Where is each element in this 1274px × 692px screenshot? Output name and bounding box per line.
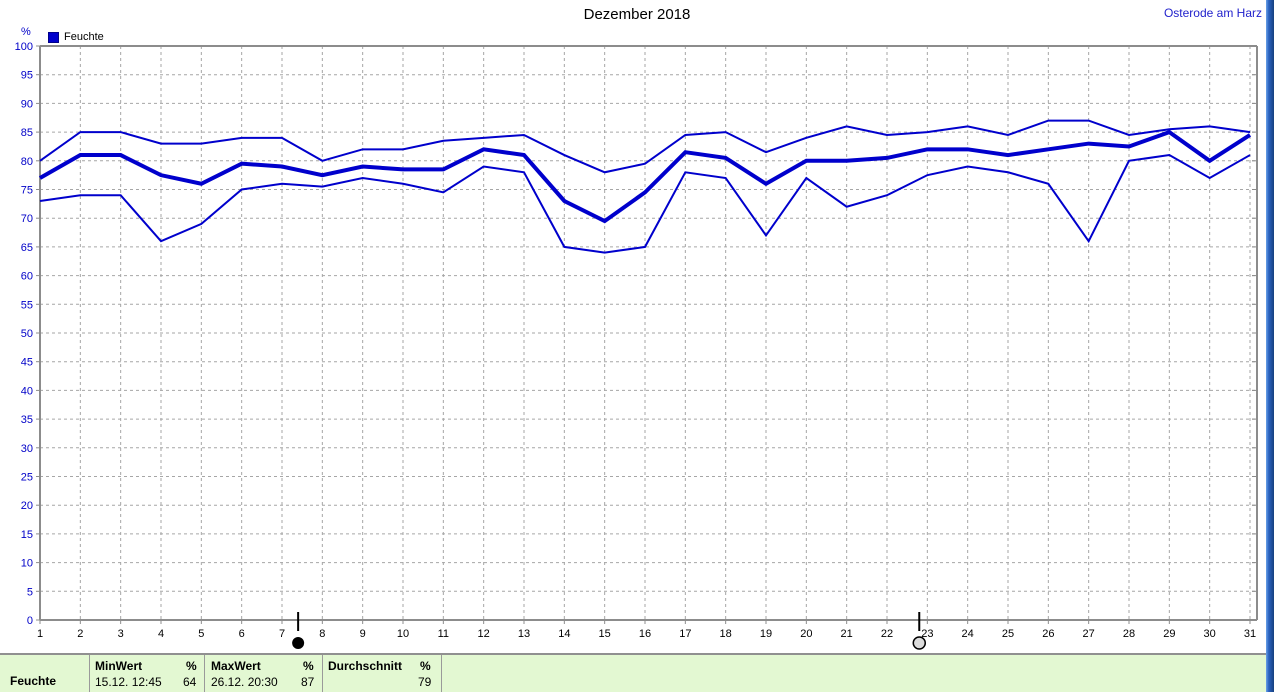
y-tick-label: 90 <box>21 98 33 110</box>
x-tick-label: 17 <box>679 628 691 640</box>
y-tick-label: 20 <box>21 500 33 512</box>
durchschnitt-value: 79 <box>418 675 432 689</box>
legend: Feuchte <box>48 31 104 43</box>
y-tick-label: 40 <box>21 385 33 397</box>
minwert-datetime: 15.12. 12:45 <box>95 675 162 689</box>
maxwert-header: MaxWert <box>211 659 261 673</box>
y-tick-label: 15 <box>21 529 33 541</box>
durchschnitt-unit: % <box>420 659 431 673</box>
y-tick-label: 55 <box>21 299 33 311</box>
window-right-border <box>1266 0 1274 692</box>
x-tick-label: 10 <box>397 628 409 640</box>
x-tick-label: 27 <box>1083 628 1095 640</box>
x-tick-label: 16 <box>639 628 651 640</box>
durchschnitt-header: Durchschnitt <box>328 659 403 673</box>
x-tick-label: 1 <box>37 628 43 640</box>
x-tick-label: 7 <box>279 628 285 640</box>
y-tick-label: 80 <box>21 156 33 168</box>
page-title: Dezember 2018 <box>583 6 691 23</box>
y-tick-label: 70 <box>21 213 33 225</box>
table-divider <box>89 655 90 692</box>
minwert-value: 64 <box>183 675 197 689</box>
x-tick-label: 25 <box>1002 628 1014 640</box>
x-tick-label: 9 <box>360 628 366 640</box>
maxwert-unit: % <box>303 659 314 673</box>
y-tick-label: 35 <box>21 414 33 426</box>
minwert-header: MinWert <box>95 659 143 673</box>
y-tick-label: 85 <box>21 127 33 139</box>
x-tick-label: 15 <box>599 628 611 640</box>
y-tick-label: 100 <box>15 41 33 53</box>
x-tick-label: 13 <box>518 628 530 640</box>
humidity-line-chart: 0510152025303540455055606570758085909510… <box>15 41 1258 650</box>
x-tick-label: 21 <box>841 628 853 640</box>
x-tick-label: 5 <box>198 628 204 640</box>
y-axis-unit-label: % <box>21 26 31 38</box>
table-divider <box>204 655 205 692</box>
x-tick-label: 24 <box>962 628 974 640</box>
x-tick-label: 2 <box>77 628 83 640</box>
full-moon-icon <box>912 636 927 650</box>
x-tick-label: 19 <box>760 628 772 640</box>
x-tick-label: 11 <box>438 628 449 640</box>
x-tick-label: 3 <box>118 628 124 640</box>
y-tick-label: 50 <box>21 328 33 340</box>
x-tick-label: 18 <box>720 628 732 640</box>
y-tick-label: 10 <box>21 558 33 570</box>
y-tick-label: 60 <box>21 271 33 283</box>
table-row-label: Feuchte <box>10 674 57 688</box>
legend-label: Feuchte <box>64 31 104 43</box>
legend-swatch-icon <box>48 31 59 43</box>
y-tick-label: 95 <box>21 70 33 82</box>
y-tick-label: 45 <box>21 357 33 369</box>
minwert-unit: % <box>186 659 197 673</box>
x-tick-label: 14 <box>558 628 570 640</box>
table-divider <box>322 655 323 692</box>
maxwert-datetime: 26.12. 20:30 <box>211 675 278 689</box>
summary-table: Feuchte MinWert % 15.12. 12:45 64 MaxWer… <box>0 653 1274 692</box>
x-tick-label: 26 <box>1042 628 1054 640</box>
x-tick-label: 6 <box>239 628 245 640</box>
x-tick-label: 29 <box>1163 628 1175 640</box>
x-tick-label: 4 <box>158 628 164 640</box>
maxwert-value: 87 <box>301 675 315 689</box>
table-divider <box>441 655 442 692</box>
series-line-min <box>39 154 1251 254</box>
x-tick-label: 12 <box>478 628 490 640</box>
x-tick-label: 23 <box>921 628 933 640</box>
y-tick-label: 0 <box>27 615 33 627</box>
series-line-max <box>39 119 1251 174</box>
x-tick-label: 22 <box>881 628 893 640</box>
x-tick-label: 8 <box>319 628 325 640</box>
x-tick-label: 20 <box>800 628 812 640</box>
x-tick-label: 28 <box>1123 628 1135 640</box>
new-moon-icon <box>292 637 305 649</box>
y-tick-label: 75 <box>21 185 33 197</box>
y-tick-label: 5 <box>27 586 33 598</box>
series-line-avg <box>39 129 1252 224</box>
y-tick-label: 65 <box>21 242 33 254</box>
station-name: Osterode am Harz <box>1163 6 1262 20</box>
y-tick-label: 25 <box>21 472 33 484</box>
x-tick-label: 30 <box>1204 628 1216 640</box>
y-tick-label: 30 <box>21 443 33 455</box>
x-tick-label: 31 <box>1244 628 1256 640</box>
